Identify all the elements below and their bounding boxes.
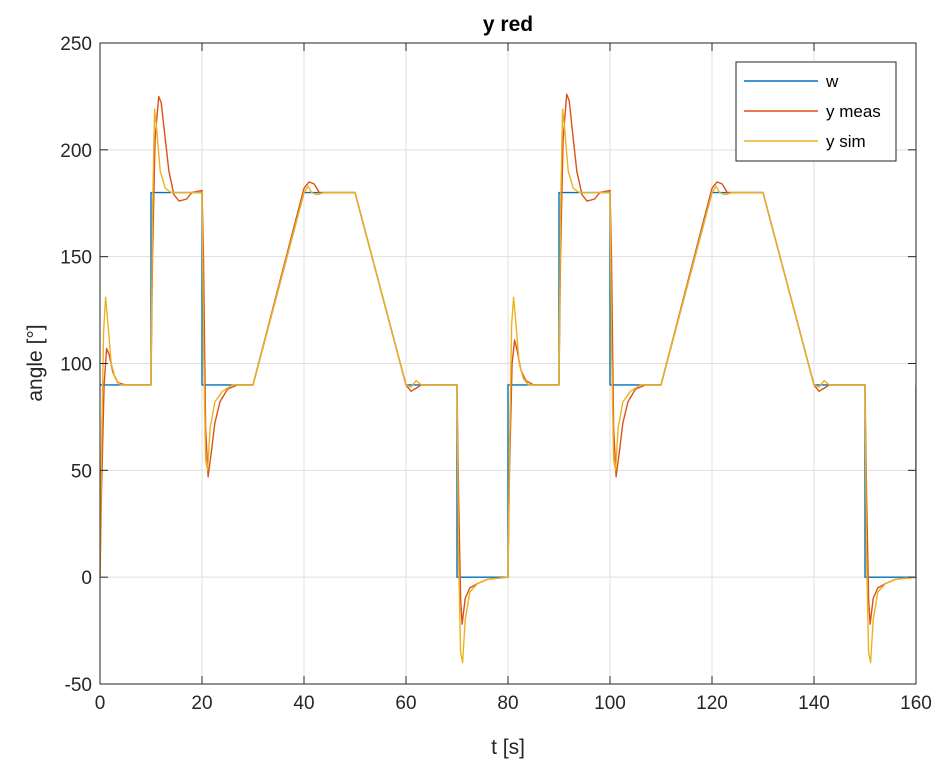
x-axis-label: t [s] xyxy=(491,736,525,759)
x-tick-label: 100 xyxy=(594,693,626,714)
chart-title: y red xyxy=(483,13,533,36)
y-axis-label: angle [°] xyxy=(24,324,47,401)
y-tick-label: 150 xyxy=(60,248,92,269)
legend-label: y meas xyxy=(826,102,881,121)
x-tick-label: 40 xyxy=(293,693,314,714)
y-tick-label: 50 xyxy=(71,461,92,482)
y-tick-label: -50 xyxy=(65,675,92,696)
series-line-y-sim xyxy=(100,108,916,664)
x-tick-label: 0 xyxy=(95,693,106,714)
legend: w y meas y sim xyxy=(735,61,897,162)
x-tick-label: 120 xyxy=(696,693,728,714)
y-tick-label: 100 xyxy=(60,355,92,376)
y-tick-label: 0 xyxy=(81,568,92,589)
legend-label: y sim xyxy=(826,132,866,151)
x-tick-label: 140 xyxy=(798,693,830,714)
x-tick-label: 20 xyxy=(191,693,212,714)
x-tick-label: 80 xyxy=(497,693,518,714)
legend-label: w xyxy=(825,72,839,91)
axis-ticks xyxy=(99,42,917,685)
y-tick-label: 200 xyxy=(60,141,92,162)
y-tick-label: 250 xyxy=(60,34,92,55)
series-lines xyxy=(100,93,916,664)
x-tick-label: 160 xyxy=(900,693,932,714)
x-tick-label: 60 xyxy=(395,693,416,714)
